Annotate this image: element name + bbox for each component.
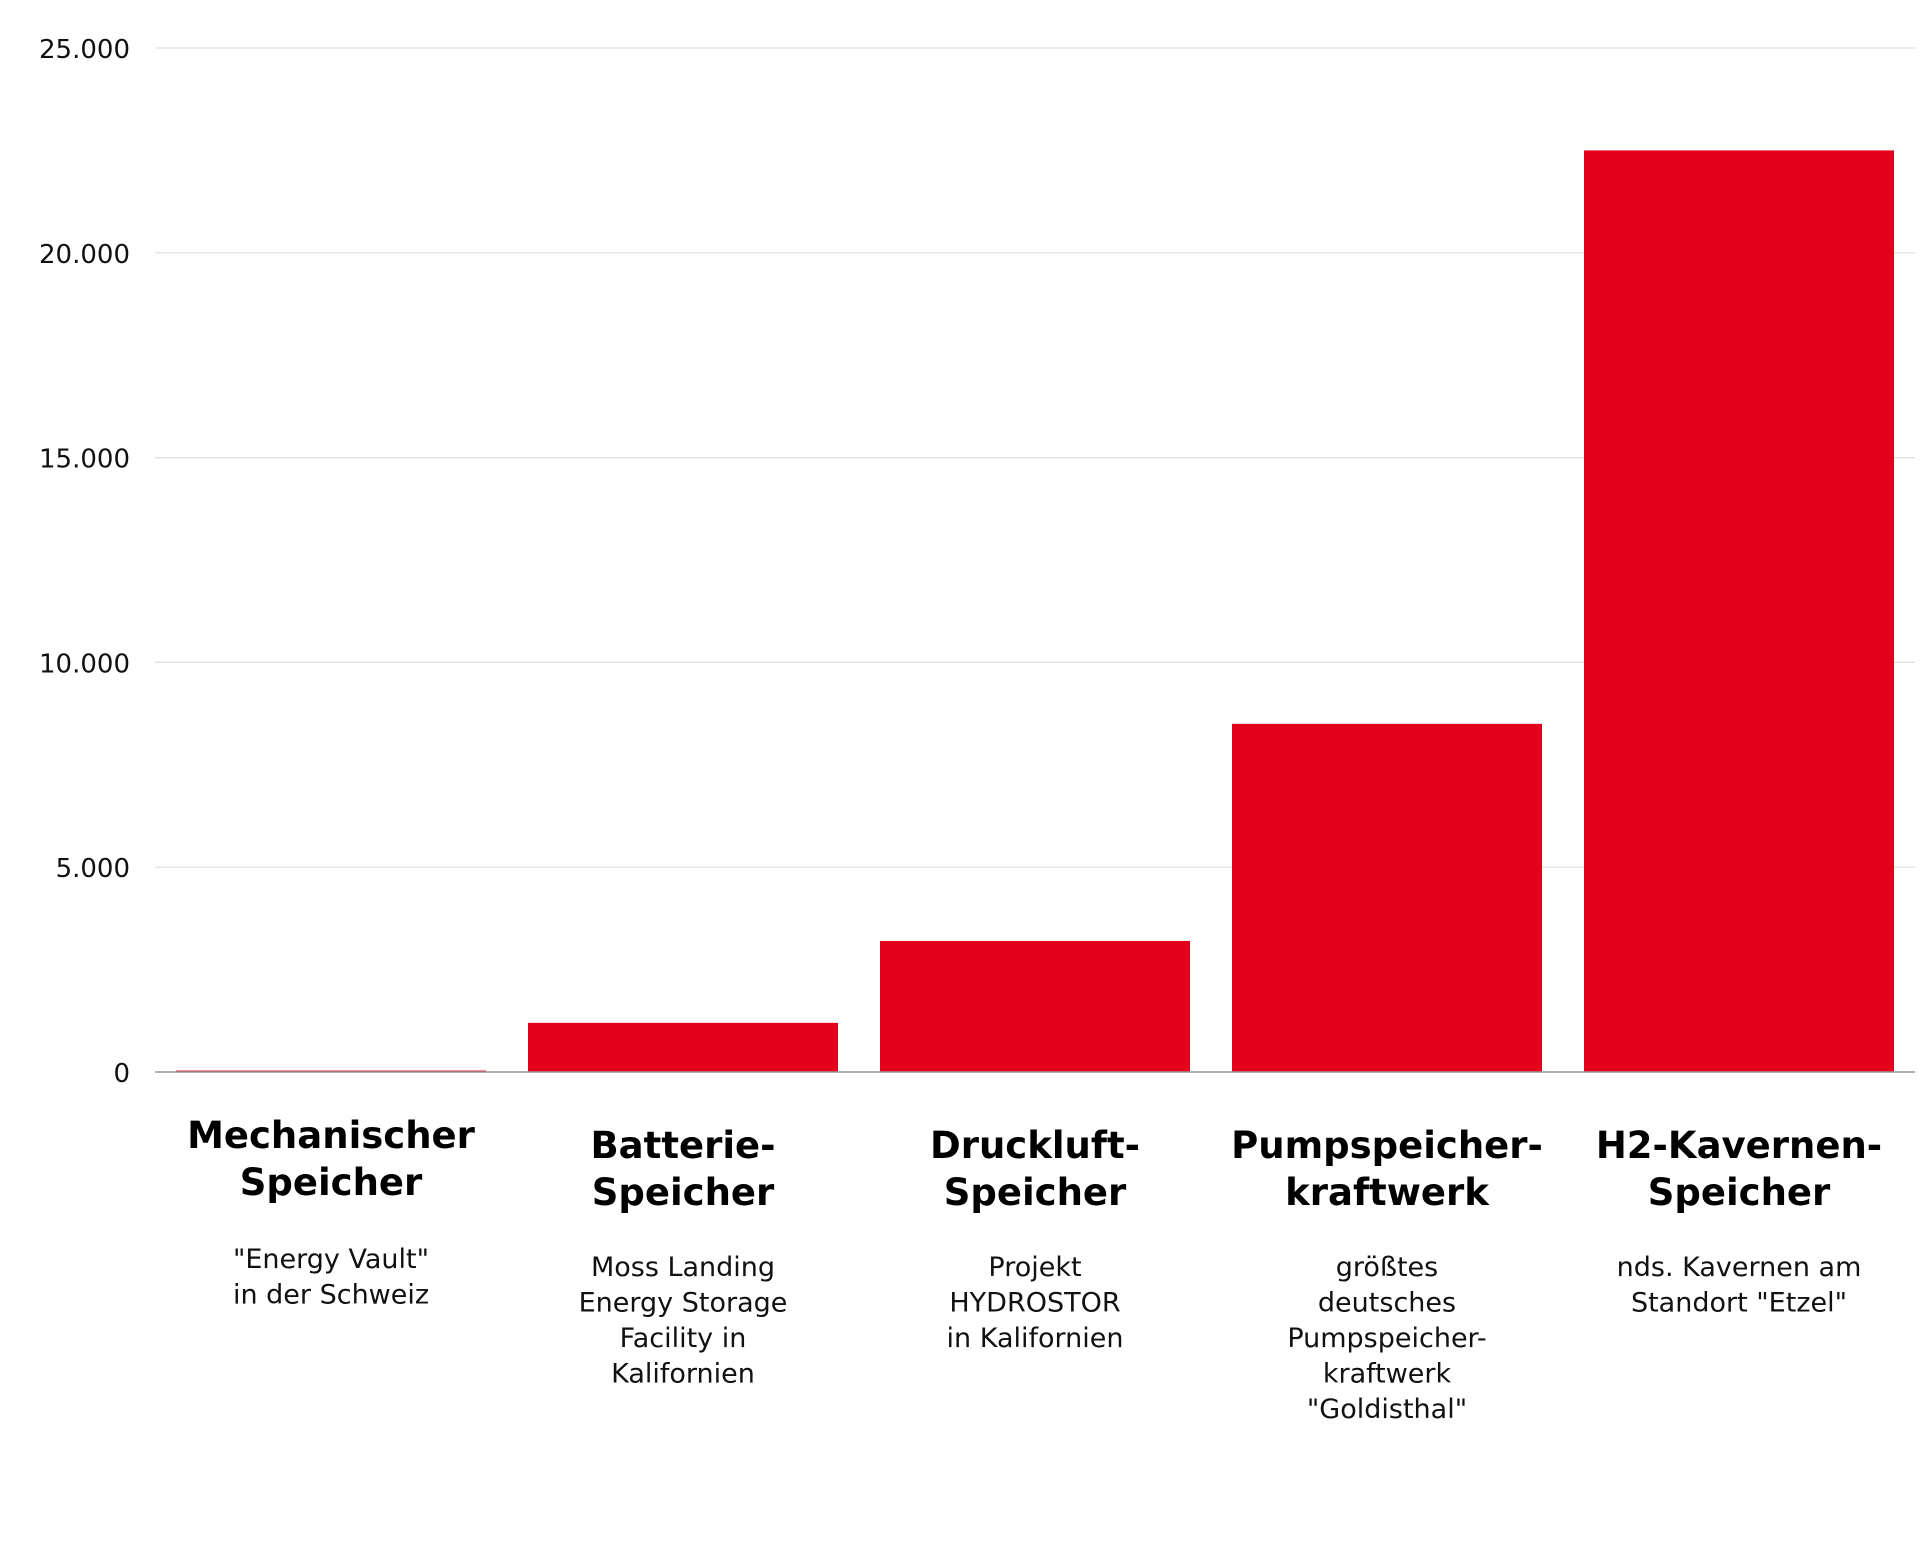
y-tick-label: 0 xyxy=(113,1059,130,1089)
category-description: HYDROSTOR xyxy=(949,1288,1120,1319)
bar xyxy=(880,940,1190,1072)
category-description: in der Schweiz xyxy=(233,1280,429,1311)
category-title: Mechanischer xyxy=(187,1114,476,1157)
category-description: in Kalifornien xyxy=(947,1323,1124,1354)
category-description: Moss Landing xyxy=(591,1252,775,1283)
bars xyxy=(176,150,1894,1073)
bar xyxy=(528,1022,838,1072)
category-title: Druckluft- xyxy=(930,1124,1140,1167)
category-title: H2-Kavernen- xyxy=(1596,1124,1882,1167)
category-description: nds. Kavernen am xyxy=(1617,1252,1862,1283)
category-title: kraftwerk xyxy=(1285,1171,1490,1214)
category-title: Batterie- xyxy=(590,1124,775,1167)
category-title: Speicher xyxy=(592,1171,775,1214)
category-description: Kalifornien xyxy=(611,1359,755,1390)
category-description: Pumpspeicher- xyxy=(1287,1323,1486,1354)
bar xyxy=(1232,723,1542,1072)
category-title: Speicher xyxy=(1648,1171,1831,1214)
y-axis-tick-labels: 0 5.000 10.000 15.000 20.000 25.000 xyxy=(39,35,130,1089)
y-tick-label: 20.000 xyxy=(39,240,130,270)
category-description: kraftwerk xyxy=(1323,1359,1452,1390)
category-title: Pumpspeicher- xyxy=(1231,1124,1543,1167)
category-description: größtes xyxy=(1336,1252,1438,1283)
category-title: Speicher xyxy=(240,1161,423,1204)
category-title: Speicher xyxy=(944,1171,1127,1214)
bar xyxy=(1584,150,1894,1072)
y-tick-label: 25.000 xyxy=(39,35,130,65)
category-description: "Energy Vault" xyxy=(233,1244,429,1275)
y-tick-label: 10.000 xyxy=(39,649,130,679)
y-tick-label: 15.000 xyxy=(39,445,130,475)
category-description: Projekt xyxy=(988,1252,1081,1283)
category-description: deutsches xyxy=(1318,1288,1456,1319)
category-description: Standort "Etzel" xyxy=(1631,1288,1847,1319)
category-description: "Goldisthal" xyxy=(1307,1394,1467,1425)
y-tick-label: 5.000 xyxy=(56,854,130,884)
category-description: Facility in xyxy=(620,1323,747,1354)
category-description: Energy Storage xyxy=(579,1288,788,1319)
